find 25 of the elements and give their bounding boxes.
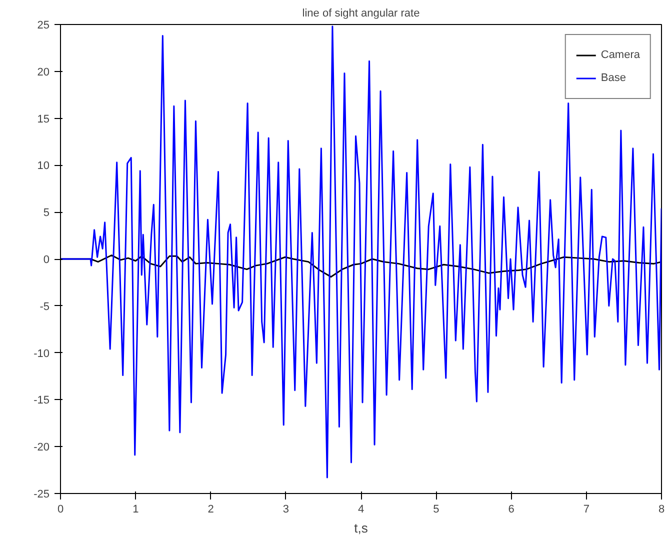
line-series: [60, 26, 662, 478]
y-tick-label: 10: [37, 160, 50, 172]
x-tick-label: 5: [433, 504, 440, 516]
y-tick-label: 25: [37, 20, 50, 32]
x-tick-label: 8: [658, 504, 665, 516]
x-tick-label: 1: [132, 504, 139, 516]
legend-label: Camera: [600, 49, 640, 61]
x-tick-label: 3: [282, 504, 289, 516]
y-tick-label: 20: [37, 66, 50, 78]
y-tick-label: -25: [34, 488, 50, 500]
y-tick-label: 15: [37, 113, 50, 126]
x-tick-label: 2: [208, 504, 214, 516]
legend-label: Base: [600, 72, 626, 84]
y-tick-label: -5: [40, 300, 50, 313]
y-tick-label: -10: [34, 348, 50, 360]
x-tick-label: 0: [57, 504, 64, 516]
x-tick-label: 7: [583, 504, 590, 516]
y-tick-label: -15: [34, 394, 50, 407]
x-axis-title: t,s: [354, 520, 368, 536]
y-tick-label: -20: [34, 442, 50, 454]
y-tick-label: 5: [43, 207, 50, 220]
chart-title: line of sight angular rate: [302, 8, 420, 20]
y-tick-label: 0: [43, 254, 50, 266]
x-tick-label: 6: [508, 504, 514, 516]
x-tick-label: 4: [358, 504, 364, 516]
